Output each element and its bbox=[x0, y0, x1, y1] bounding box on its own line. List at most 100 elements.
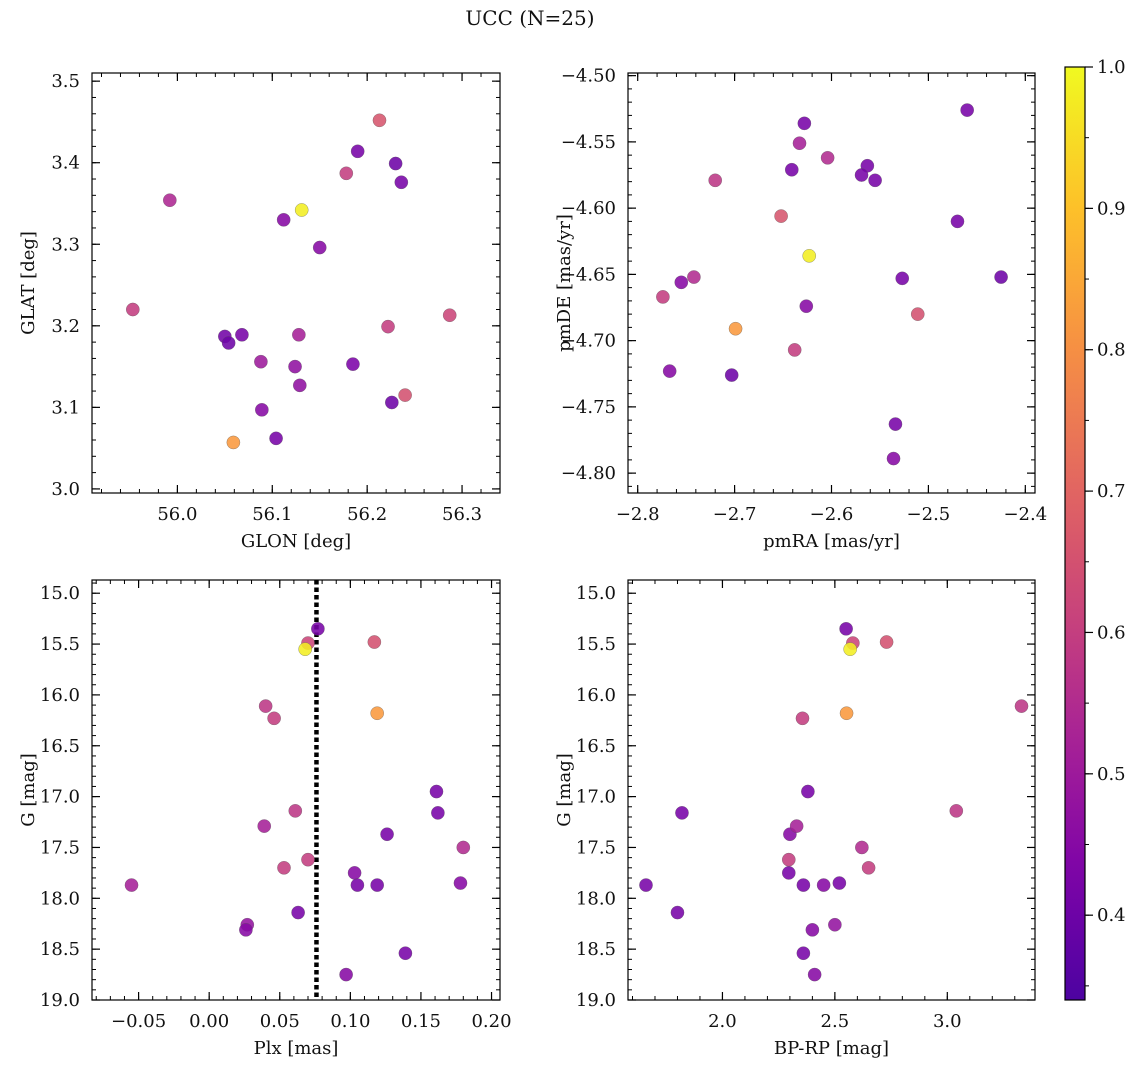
colorbar-tick-label: 0.7 bbox=[1097, 481, 1126, 502]
data-point bbox=[301, 852, 315, 867]
data-point bbox=[728, 321, 743, 336]
data-point bbox=[267, 711, 281, 726]
data-point bbox=[312, 240, 327, 255]
x-tick-label: −2.6 bbox=[810, 504, 854, 525]
colorbar-tick-label: 0.5 bbox=[1097, 764, 1126, 785]
data-point bbox=[125, 302, 140, 317]
data-point bbox=[370, 878, 385, 892]
figure-title: UCC (N=25) bbox=[465, 6, 595, 30]
data-point bbox=[886, 451, 901, 466]
data-point bbox=[656, 290, 670, 304]
y-tick-label: 17.0 bbox=[576, 787, 616, 808]
data-point bbox=[960, 103, 975, 117]
data-point bbox=[347, 866, 362, 880]
data-point bbox=[796, 946, 811, 961]
data-point bbox=[339, 967, 353, 982]
data-point bbox=[781, 866, 796, 880]
colorbar-tick-label: 1.0 bbox=[1097, 57, 1126, 78]
data-point bbox=[787, 343, 802, 357]
data-point bbox=[816, 878, 831, 892]
y-tick-label: 16.0 bbox=[40, 685, 80, 706]
data-point bbox=[339, 166, 354, 181]
y-tick-label: 15.0 bbox=[576, 583, 616, 604]
y-tick-label: −4.75 bbox=[561, 397, 616, 418]
data-point bbox=[257, 819, 272, 833]
data-point bbox=[235, 327, 249, 342]
x-tick-label: −0.05 bbox=[111, 1011, 166, 1032]
data-point bbox=[254, 354, 268, 369]
x-tick-label: 2.0 bbox=[708, 1011, 737, 1032]
data-point bbox=[346, 357, 360, 371]
data-point bbox=[792, 136, 807, 151]
colorbar-tick-label: 0.8 bbox=[1097, 340, 1126, 361]
data-point bbox=[276, 212, 291, 227]
data-point bbox=[807, 967, 822, 982]
data-point bbox=[370, 706, 385, 721]
data-point bbox=[254, 402, 269, 417]
y-tick-label: 3.2 bbox=[51, 316, 80, 337]
data-point bbox=[1014, 699, 1029, 713]
x-axis-label: Plx [mas] bbox=[254, 1038, 339, 1059]
data-point bbox=[350, 878, 365, 892]
data-point bbox=[796, 878, 811, 892]
data-point bbox=[805, 922, 820, 937]
x-axis-label: BP-RP [mag] bbox=[774, 1038, 889, 1059]
axes-frame bbox=[627, 579, 1036, 1001]
y-tick-label: 15.5 bbox=[576, 634, 616, 655]
x-tick-label: 56.1 bbox=[252, 504, 292, 525]
axes-frame bbox=[91, 72, 501, 494]
points-plx-g bbox=[124, 621, 471, 982]
data-point bbox=[843, 642, 858, 657]
colorbar: 0.4 0.5 0.6 0.7 0.8 0.9 1.0 bbox=[1064, 57, 1126, 1001]
data-point bbox=[781, 852, 796, 867]
data-point bbox=[291, 905, 305, 920]
y-tick-label: 19.0 bbox=[576, 990, 616, 1011]
data-point bbox=[879, 635, 894, 649]
axes-frame bbox=[627, 72, 1036, 494]
x-tick-label: −2.5 bbox=[907, 504, 951, 525]
data-point bbox=[797, 116, 812, 131]
y-tick-label: 16.5 bbox=[40, 736, 80, 757]
data-point bbox=[855, 840, 869, 855]
data-point bbox=[226, 435, 241, 450]
y-tick-label: 18.0 bbox=[40, 888, 80, 909]
x-tick-label: 0.15 bbox=[401, 1011, 441, 1032]
data-point bbox=[124, 878, 139, 892]
data-point bbox=[950, 214, 965, 229]
panel-pm: −2.8 −2.7 −2.6 −2.5 −2.4 −4.80 −4.75 −4.70 −4.65… bbox=[554, 66, 1047, 552]
data-point bbox=[388, 156, 403, 171]
data-point bbox=[801, 784, 815, 799]
y-tick-label: 3.4 bbox=[51, 153, 80, 174]
data-point bbox=[839, 621, 853, 636]
data-point bbox=[910, 307, 925, 321]
x-axis-label: pmRA [mas/yr] bbox=[763, 531, 900, 552]
data-point bbox=[820, 150, 835, 165]
data-point bbox=[239, 922, 253, 937]
y-axis-label: GLAT [deg] bbox=[18, 231, 39, 335]
panel-plx-g: −0.05 0.00 0.05 0.10 0.15 0.20 15.0 15.5 16.0 16.… bbox=[18, 579, 512, 1059]
y-tick-label: 18.5 bbox=[576, 939, 616, 960]
data-point bbox=[868, 173, 882, 188]
data-point bbox=[708, 173, 723, 188]
data-point bbox=[994, 270, 1008, 284]
data-point bbox=[861, 860, 876, 875]
x-tick-label: 56.2 bbox=[347, 504, 387, 525]
data-point bbox=[398, 388, 412, 402]
y-tick-label: −4.65 bbox=[561, 264, 616, 285]
data-point bbox=[888, 417, 903, 431]
points-pm bbox=[656, 103, 1008, 466]
data-point bbox=[789, 819, 804, 833]
data-point bbox=[442, 308, 457, 323]
x-tick-label: −2.4 bbox=[1003, 504, 1047, 525]
data-point bbox=[839, 706, 854, 721]
data-point bbox=[675, 806, 689, 820]
y-tick-label: 15.5 bbox=[40, 634, 80, 655]
data-point bbox=[372, 113, 387, 128]
axes-frame bbox=[91, 579, 501, 1001]
y-axis-label: G [mag] bbox=[554, 753, 575, 826]
x-tick-label: −2.7 bbox=[713, 504, 757, 525]
y-tick-label: −4.60 bbox=[561, 198, 616, 219]
panel-glon-glat: 56.0 56.1 56.2 56.3 3.0 3.1 3.2 3.3 3.4 3.5 GLON [… bbox=[18, 71, 501, 552]
y-tick-label: −4.70 bbox=[561, 331, 616, 352]
y-tick-label: 15.0 bbox=[40, 583, 80, 604]
